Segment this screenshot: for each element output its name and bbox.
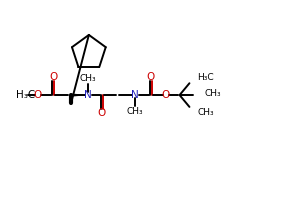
Text: CH₃: CH₃ <box>197 108 214 117</box>
Text: O: O <box>34 90 42 100</box>
Polygon shape <box>72 94 84 97</box>
Text: H₃C: H₃C <box>197 73 214 82</box>
Text: H₃C: H₃C <box>16 90 35 100</box>
Text: N: N <box>84 90 92 100</box>
Text: CH₃: CH₃ <box>127 107 143 116</box>
Text: O: O <box>162 90 170 100</box>
Text: CH₃: CH₃ <box>80 74 96 83</box>
Text: O: O <box>49 72 58 82</box>
Text: CH₃: CH₃ <box>204 89 221 98</box>
Text: O: O <box>98 108 106 118</box>
Polygon shape <box>70 95 73 103</box>
Text: O: O <box>147 72 155 82</box>
Text: N: N <box>131 90 139 100</box>
